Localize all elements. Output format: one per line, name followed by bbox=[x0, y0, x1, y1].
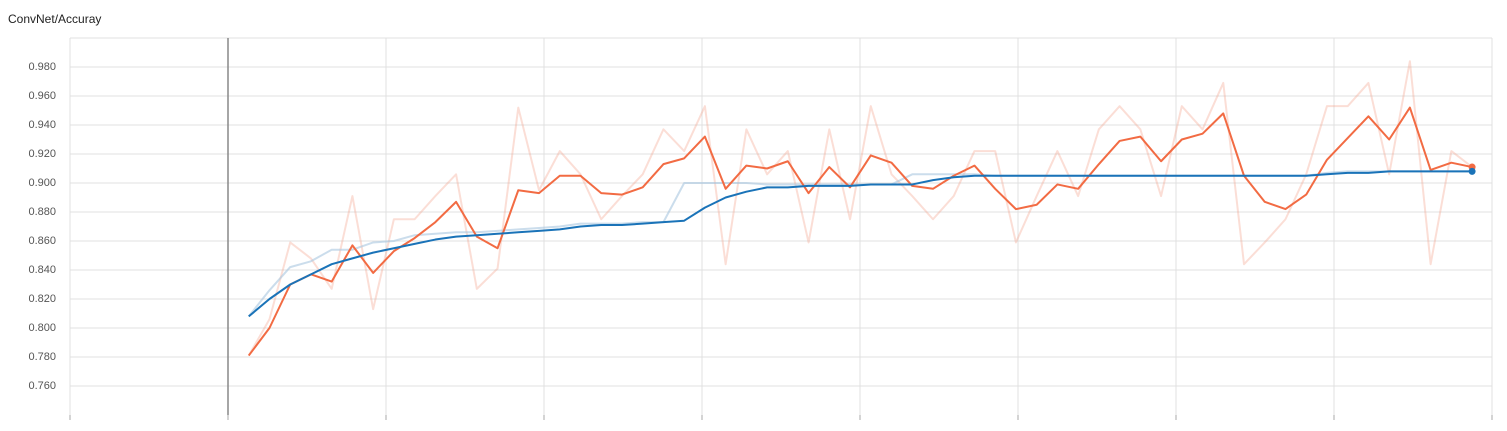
series-line bbox=[247, 60, 1473, 357]
y-tick-label: 0.780 bbox=[28, 351, 56, 363]
y-tick-label: 0.940 bbox=[28, 119, 56, 131]
y-tick-label: 0.800 bbox=[28, 322, 56, 334]
y-tick-label: 0.900 bbox=[28, 177, 56, 189]
y-tick-label: 0.760 bbox=[28, 380, 56, 392]
y-tick-label: 0.860 bbox=[28, 235, 56, 247]
y-tick-label: 0.960 bbox=[28, 90, 56, 102]
series-line bbox=[247, 106, 1473, 357]
y-tick-label: 0.820 bbox=[28, 293, 56, 305]
chart-title: ConvNet/Accuray bbox=[8, 12, 101, 26]
y-tick-label: 0.840 bbox=[28, 264, 56, 276]
y-tick-label: 0.920 bbox=[28, 148, 56, 160]
y-tick-label: 0.880 bbox=[28, 206, 56, 218]
y-tick-label: 0.980 bbox=[28, 61, 56, 73]
series-line bbox=[248, 170, 1473, 318]
end-dot bbox=[1468, 167, 1476, 175]
